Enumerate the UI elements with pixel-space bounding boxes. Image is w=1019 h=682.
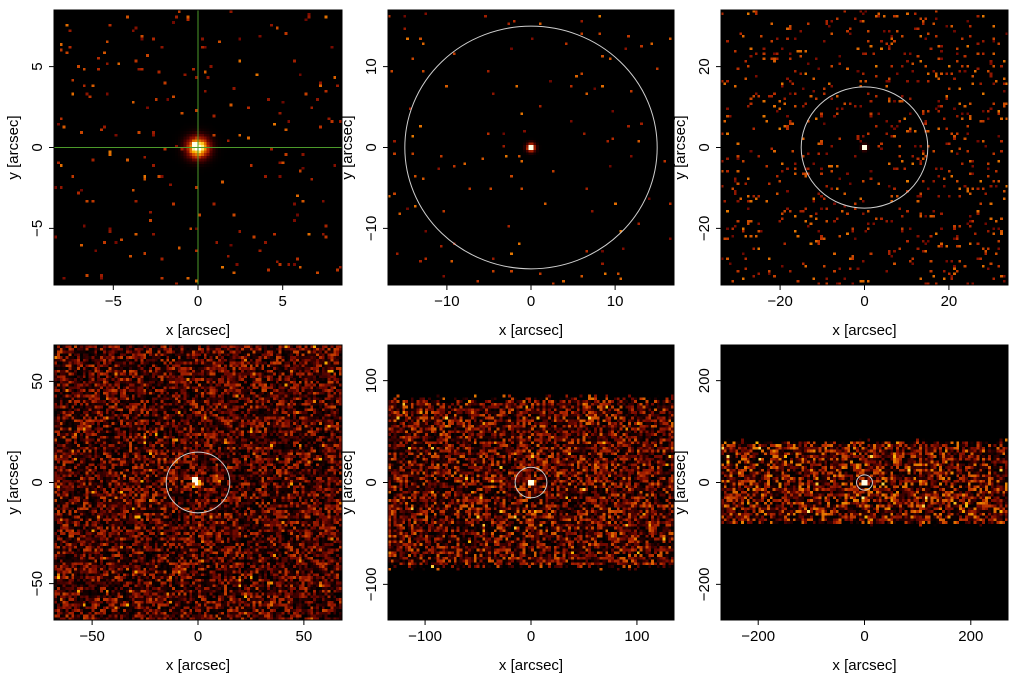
- x-axis-label: x [arcsec]: [832, 657, 896, 674]
- x-tick-label: −50: [79, 628, 104, 645]
- y-tick-label: 0: [29, 478, 46, 486]
- x-tick-label: 50: [296, 628, 313, 645]
- x-tick-label: 20: [941, 293, 958, 310]
- y-tick-label: −200: [696, 567, 713, 601]
- extraction-circle: [514, 466, 548, 499]
- x-tick-label: −10: [434, 293, 459, 310]
- x-tick-label: −20: [767, 293, 792, 310]
- y-tick-label: −50: [29, 571, 46, 596]
- y-tick-label: 100: [363, 368, 380, 393]
- y-tick-label: −10: [363, 216, 380, 241]
- x-axis-label: x [arcsec]: [166, 322, 230, 339]
- x-tick-label: 0: [194, 293, 202, 310]
- panel-3: −20 0 20 −20 0 20 x [arcsec] y [arcsec]: [672, 9, 1009, 339]
- y-tick-label: 0: [29, 143, 46, 151]
- x-tick-label: −5: [105, 293, 122, 310]
- heatmap-image: [721, 10, 1008, 285]
- x-tick-label: 0: [527, 293, 535, 310]
- panel-4: −50 0 50 −50 0 50 x [arcsec] y [arcsec]: [5, 344, 343, 674]
- panel-6: −200 0 200 −200 0 200 x [arcsec] y [arcsec]: [672, 344, 1009, 674]
- y-tick-label: 200: [696, 368, 713, 393]
- heatmap-image: [388, 10, 674, 285]
- y-tick-label: 0: [363, 143, 380, 151]
- y-axis-label: y [arcsec]: [339, 450, 356, 514]
- y-tick-label: 5: [29, 62, 46, 70]
- heatmap-image: [388, 345, 674, 620]
- y-axis-label: y [arcsec]: [339, 115, 356, 179]
- y-axis-label: y [arcsec]: [5, 115, 22, 179]
- y-tick-label: 0: [696, 478, 713, 486]
- x-axis-label: x [arcsec]: [499, 657, 563, 674]
- y-tick-label: −20: [696, 216, 713, 241]
- y-tick-label: 0: [696, 143, 713, 151]
- x-tick-label: −100: [408, 628, 442, 645]
- x-tick-label: 100: [624, 628, 649, 645]
- extraction-circle: [856, 474, 873, 491]
- panel-5: −100 0 100 −100 0 100 x [arcsec] y [arcsec]: [339, 344, 675, 674]
- y-axis-label: y [arcsec]: [672, 450, 689, 514]
- x-axis-label: x [arcsec]: [166, 657, 230, 674]
- x-tick-label: 0: [527, 628, 535, 645]
- y-tick-label: −100: [363, 567, 380, 601]
- y-tick-label: 20: [696, 58, 713, 75]
- x-tick-label: 5: [279, 293, 287, 310]
- x-tick-label: 0: [194, 628, 202, 645]
- extraction-circle: [404, 25, 658, 270]
- y-axis-label: y [arcsec]: [5, 450, 22, 514]
- y-tick-label: 50: [29, 373, 46, 390]
- panel-1: −5 0 5 −5 0 5 x [arcsec] y [arcsec]: [5, 9, 343, 339]
- extraction-circle: [800, 86, 929, 209]
- x-tick-label: 0: [860, 628, 868, 645]
- y-tick-label: 0: [363, 478, 380, 486]
- panel-2: −10 0 10 −10 0 10 x [arcsec] y [arcsec]: [339, 9, 675, 339]
- x-tick-label: 10: [607, 293, 624, 310]
- x-tick-label: 0: [860, 293, 868, 310]
- y-axis-label: y [arcsec]: [672, 115, 689, 179]
- extraction-circle: [165, 451, 231, 514]
- x-tick-label: −200: [741, 628, 775, 645]
- y-tick-label: −5: [29, 220, 46, 237]
- x-tick-label: 200: [958, 628, 983, 645]
- y-tick-label: 10: [363, 58, 380, 75]
- x-axis-label: x [arcsec]: [499, 322, 563, 339]
- heatmap-image: [721, 345, 1008, 620]
- heatmap-image: [54, 345, 342, 620]
- x-axis-label: x [arcsec]: [832, 322, 896, 339]
